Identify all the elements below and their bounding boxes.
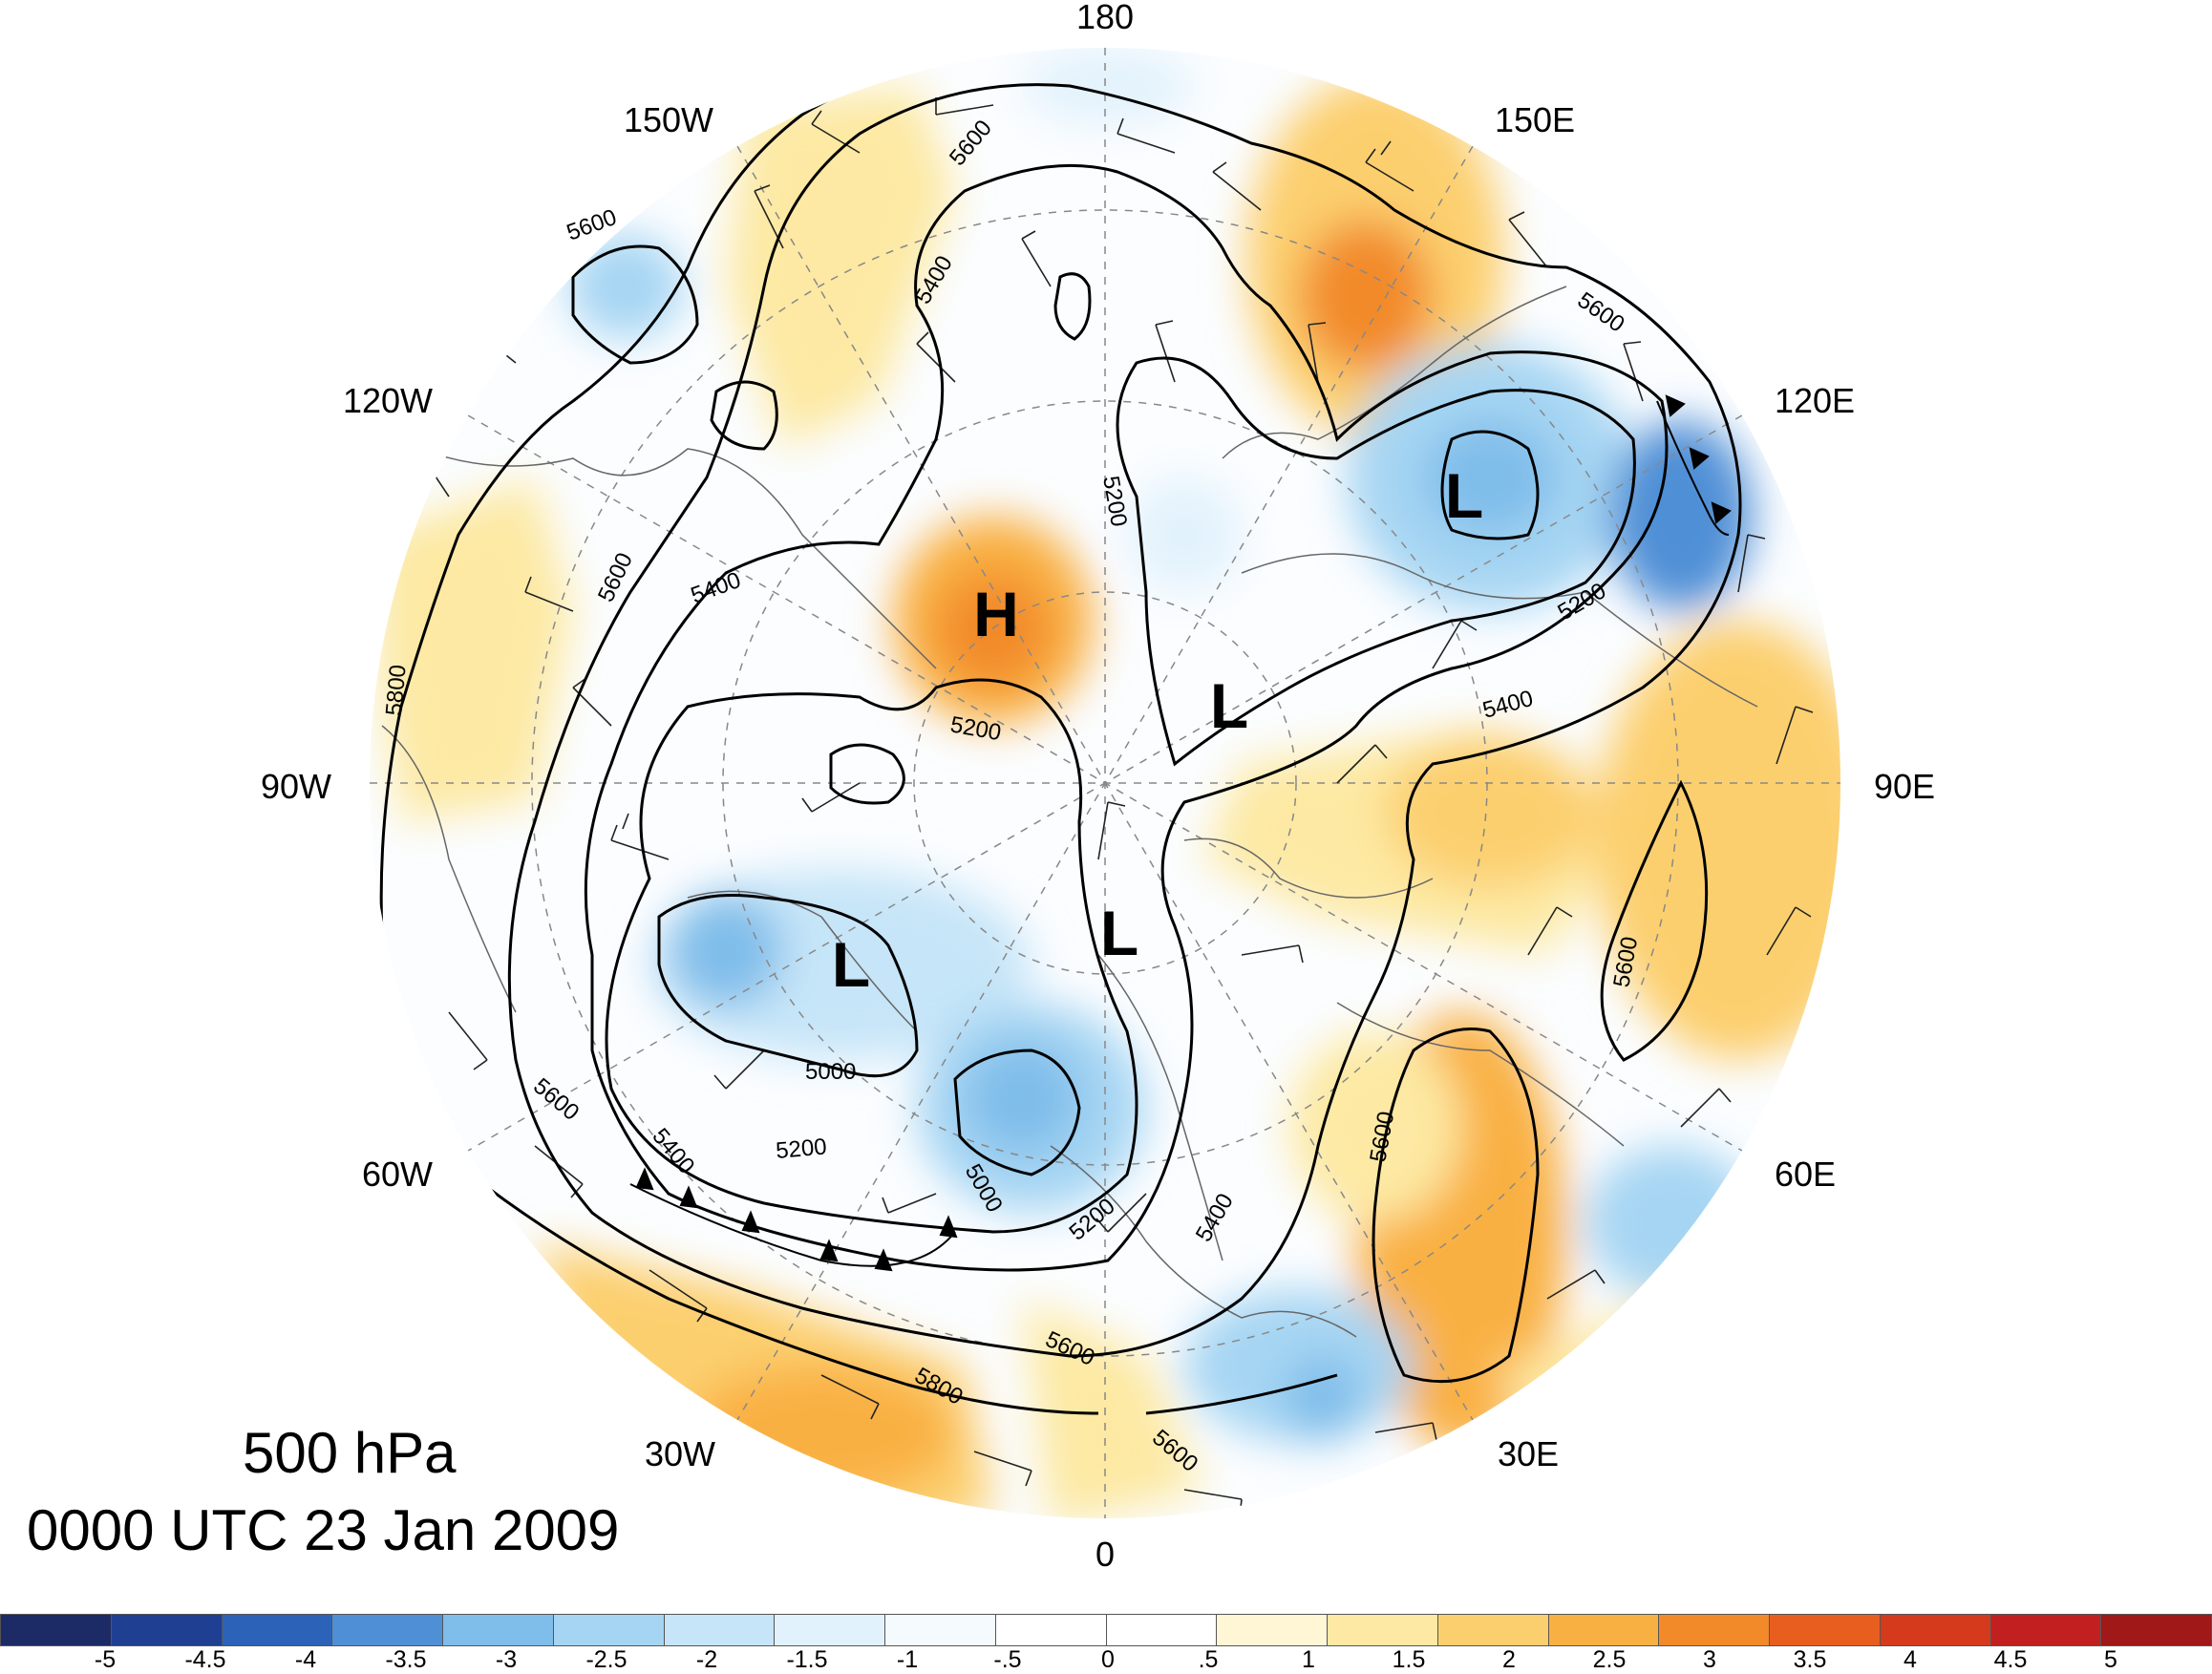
contour-label: 5000 — [805, 1059, 856, 1085]
colorbar-tick-label: 4.5 — [1993, 1646, 2028, 1673]
pressure-level-title: 500 hPa — [243, 1421, 457, 1485]
valid-time-title: 0000 UTC 23 Jan 2009 — [27, 1498, 620, 1562]
contour-5600-a — [507, 83, 1742, 1358]
colorbar-tick-label: -3.5 — [385, 1646, 427, 1673]
contour-5200-a — [605, 678, 1138, 1234]
polar-map: 5000 5000 5200 5200 5200 5200 5200 5400 … — [261, 0, 1935, 1574]
colorbar-swatch — [1437, 1614, 1549, 1646]
colorbar-tick-label: -4.5 — [184, 1646, 226, 1673]
longitude-label: 150W — [624, 100, 713, 139]
colorbar-swatch — [885, 1614, 996, 1646]
colorbar-swatch — [1548, 1614, 1660, 1646]
longitude-label: 90W — [261, 767, 331, 806]
longitude-label: 90E — [1874, 767, 1935, 806]
colorbar-tick-label: -2 — [695, 1646, 718, 1673]
longitude-label: 30W — [645, 1434, 715, 1473]
colorbar-swatch — [222, 1614, 333, 1646]
colorbar-tick-label: 5 — [2104, 1646, 2117, 1673]
colorbar-swatch — [443, 1614, 554, 1646]
colorbar-swatch — [553, 1614, 665, 1646]
contour-5600-d — [1372, 1028, 1540, 1384]
contour-5000-a — [657, 894, 919, 1078]
low-center: L — [832, 929, 870, 1000]
longitude-label: 60E — [1775, 1155, 1836, 1194]
longitude-label: 150E — [1495, 100, 1575, 139]
contour-5200-b — [1116, 356, 1636, 767]
contour-5800-a — [379, 48, 1013, 1147]
contour-label: 5200 — [775, 1134, 828, 1164]
longitude-labels: 180 150E 120E 90E 60E 30E 0 30W 60W 90W … — [261, 0, 1935, 1574]
longitude-label: 120W — [343, 381, 433, 420]
frontal-boundary — [629, 394, 1732, 1272]
contour-label: 5800 — [381, 664, 412, 717]
longitude-label: 30E — [1498, 1434, 1559, 1473]
colorbar-tick-label: -3 — [495, 1646, 518, 1673]
colorbar-tick-label: -.5 — [993, 1646, 1022, 1673]
colorbar-tick-label: 4 — [1904, 1646, 1917, 1673]
contour-5200-c — [1440, 430, 1540, 540]
contour-5600-c — [710, 380, 778, 451]
colorbar-tick-label: -1 — [896, 1646, 919, 1673]
colorbar-tick-labels: -5 -4.5 -4 -3.5 -3 -2.5 -2 -1.5 -1 -.5 0 .5 1 1.5 2 2.5… — [0, 1646, 2212, 1674]
colorbar-swatch — [2101, 1614, 2212, 1646]
colorbar — [0, 1614, 2212, 1646]
longitude-label: 60W — [362, 1155, 433, 1194]
colorbar-tick-label: .5 — [1198, 1646, 1219, 1673]
height-contours — [379, 48, 1742, 1415]
colorbar-tick-label: -1.5 — [786, 1646, 828, 1673]
graticule — [370, 48, 1840, 1518]
colorbar-swatch — [995, 1614, 1107, 1646]
low-center: L — [1100, 898, 1138, 968]
colorbar-tick-label: 1.5 — [1392, 1646, 1426, 1673]
contour-5600-b — [571, 244, 699, 365]
colorbar-tick-label: 2 — [1502, 1646, 1516, 1673]
colorbar-tick-label: -4 — [294, 1646, 317, 1673]
colorbar-swatch — [1217, 1614, 1328, 1646]
colorbar-swatch — [332, 1614, 443, 1646]
low-center: L — [1445, 460, 1483, 531]
colorbar-swatch — [1990, 1614, 2102, 1646]
contour-5200-d — [1053, 272, 1092, 341]
longitude-label: 180 — [1076, 0, 1134, 36]
low-center: L — [1210, 670, 1248, 741]
longitude-label: 120E — [1775, 381, 1855, 420]
colorbar-swatch — [1880, 1614, 1991, 1646]
colorbar-swatch — [0, 1614, 112, 1646]
contour-5800-c — [1145, 1373, 1338, 1415]
contour-5200-e — [829, 743, 905, 805]
colorbar-tick-label: 3 — [1703, 1646, 1716, 1673]
high-center: H — [973, 579, 1019, 649]
contour-5600-e — [1600, 779, 1709, 1062]
colorbar-tick-label: 1 — [1302, 1646, 1315, 1673]
colorbar-swatch — [1106, 1614, 1218, 1646]
colorbar-swatch — [664, 1614, 776, 1646]
pressure-centers: H L L L L — [832, 460, 1483, 1000]
colorbar-swatch — [775, 1614, 885, 1646]
colorbar-tick-label: -2.5 — [585, 1646, 627, 1673]
colorbar-swatch — [1770, 1614, 1881, 1646]
colorbar-tick-label: 0 — [1101, 1646, 1115, 1673]
contour-5000-b — [953, 1049, 1081, 1176]
colorbar-swatch — [1328, 1614, 1438, 1646]
colorbar-swatch — [1659, 1614, 1770, 1646]
colorbar-tick-label: 3.5 — [1793, 1646, 1827, 1673]
colorbar-swatch — [111, 1614, 223, 1646]
colorbar-tick-label: -5 — [94, 1646, 117, 1673]
contour-5800-b — [457, 1163, 1099, 1415]
longitude-label: 0 — [1095, 1535, 1115, 1574]
colorbar-tick-label: 2.5 — [1592, 1646, 1627, 1673]
contour-5400-a — [584, 163, 1669, 1272]
